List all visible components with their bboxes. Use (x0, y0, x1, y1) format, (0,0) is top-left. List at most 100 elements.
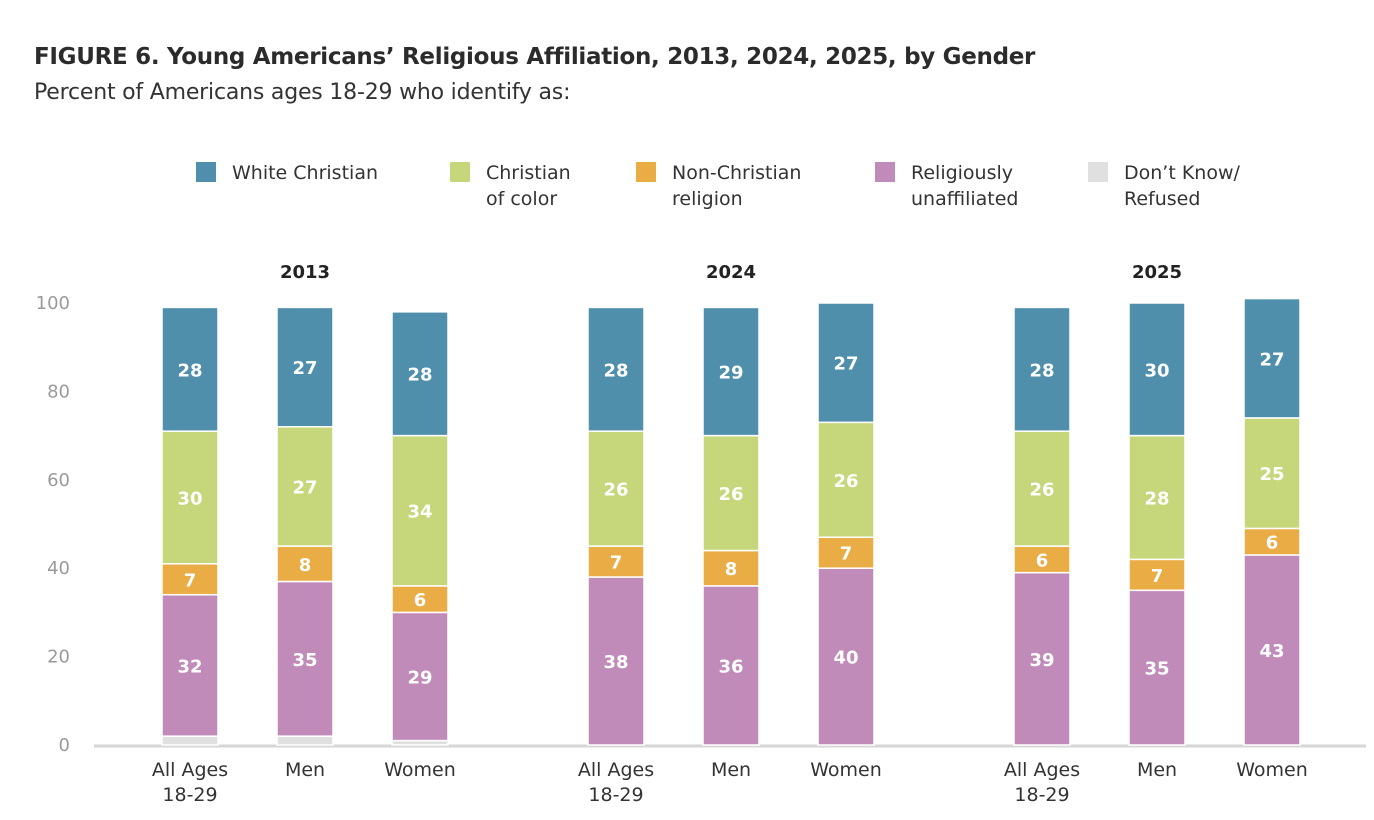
bar-segment-religiously-unaffiliated-2013-women (391, 611, 449, 742)
bar-segment-christian-of-color-2024-men (702, 434, 760, 552)
bar-segment-non-christian-religion-2025-men (1128, 558, 1186, 592)
group-label-2013: 2013 (280, 262, 330, 283)
chart-title: FIGURE 6. Young Americans’ Religious Aff… (34, 44, 1036, 70)
bar-segment-religiously-unaffiliated-2025-all-ages-18-29 (1013, 571, 1071, 746)
data-label: 35 (292, 650, 317, 671)
y-tick-label: 100 (36, 293, 70, 314)
data-label: 27 (1259, 349, 1284, 370)
bar-segment-religiously-unaffiliated-2013-men (276, 580, 334, 737)
data-label: 26 (603, 480, 628, 501)
bar-segment-religiously-unaffiliated-2024-all-ages-18-29 (587, 576, 645, 746)
data-label: 8 (725, 559, 738, 580)
legend-swatch (1088, 162, 1108, 182)
legend: White Christian Christian of color Non-Chr… (0, 160, 1374, 220)
bar-segment-religiously-unaffiliated-2013-all-ages-18-29 (161, 593, 219, 737)
bar-segment-religiously-unaffiliated-2025-men (1128, 589, 1186, 746)
data-label: 6 (414, 590, 427, 611)
bar-segment-white-christian-2013-men (276, 306, 334, 428)
data-label: 29 (718, 363, 743, 384)
data-label: 7 (184, 570, 197, 591)
x-category-label: All Ages 18-29 (152, 759, 228, 806)
legend-swatch (636, 162, 656, 182)
legend-swatch (875, 162, 895, 182)
data-label: 27 (833, 354, 858, 375)
group-label-2024: 2024 (706, 262, 756, 283)
y-tick-label: 0 (59, 735, 70, 756)
chart-subtitle: Percent of Americans ages 18-29 who iden… (34, 80, 571, 105)
data-label: 38 (603, 652, 628, 673)
bar-segment-white-christian-2013-women (391, 311, 449, 437)
legend-item-christian-of-color: Christian of color (450, 160, 571, 212)
legend-label: Non-Christian religion (672, 162, 802, 210)
data-label: 28 (603, 360, 628, 381)
bar-segment-non-christian-religion-2024-all-ages-18-29 (587, 545, 645, 578)
legend-label: White Christian (232, 162, 378, 184)
bar-segment-non-christian-religion-2013-all-ages-18-29 (161, 563, 219, 596)
data-label: 26 (718, 484, 743, 505)
bar-segment-don-t-know-refused-2013-men (276, 735, 334, 746)
data-label: 7 (840, 544, 853, 565)
bar-segment-christian-of-color-2025-all-ages-18-29 (1013, 430, 1071, 547)
data-label: 43 (1259, 641, 1284, 662)
x-category-label: Women (384, 759, 456, 781)
data-label: 28 (407, 365, 432, 386)
y-tick-label: 40 (47, 558, 70, 579)
bar-segment-christian-of-color-2013-all-ages-18-29 (161, 430, 219, 565)
legend-swatch (196, 162, 216, 182)
bar-segment-religiously-unaffiliated-2024-men (702, 585, 760, 746)
group-label-2025: 2025 (1132, 262, 1182, 283)
legend-item-religiously-unaffiliated: Religiously unaffiliated (875, 160, 1019, 212)
data-label: 29 (407, 667, 432, 688)
bar-segment-non-christian-religion-2025-all-ages-18-29 (1013, 545, 1071, 574)
bar-segment-non-christian-religion-2013-women (391, 585, 449, 614)
bar-segment-white-christian-2024-all-ages-18-29 (587, 306, 645, 432)
bar-segment-christian-of-color-2024-women (817, 421, 875, 539)
data-label: 26 (1029, 480, 1054, 501)
data-label: 32 (177, 656, 202, 677)
x-category-label: Women (810, 759, 882, 781)
data-label: 6 (1266, 533, 1279, 554)
y-tick-label: 80 (47, 381, 70, 402)
bar-segment-religiously-unaffiliated-2024-women (817, 567, 875, 746)
bar-segment-non-christian-religion-2013-men (276, 545, 334, 583)
data-label: 28 (177, 360, 202, 381)
bar-segment-white-christian-2025-all-ages-18-29 (1013, 306, 1071, 432)
data-label: 39 (1029, 650, 1054, 671)
bar-segment-religiously-unaffiliated-2025-women (1243, 554, 1301, 746)
bar-segment-don-t-know-refused-2013-all-ages-18-29 (161, 735, 219, 746)
data-label: 35 (1144, 659, 1169, 680)
bar-segment-non-christian-religion-2024-women (817, 536, 875, 569)
data-label: 27 (292, 358, 317, 379)
x-category-label: Men (711, 759, 751, 781)
data-label: 26 (833, 471, 858, 492)
x-category-label: All Ages 18-29 (1004, 759, 1080, 806)
data-label: 36 (718, 656, 743, 677)
legend-item-non-christian-religion: Non-Christian religion (636, 160, 801, 212)
bar-segment-white-christian-2024-women (817, 302, 875, 424)
legend-label: Christian of color (486, 162, 571, 210)
data-label: 25 (1259, 464, 1284, 485)
y-tick-label: 20 (47, 647, 70, 668)
bar-segment-white-christian-2025-men (1128, 302, 1186, 437)
data-label: 30 (177, 488, 202, 509)
data-label: 8 (299, 555, 312, 576)
bar-segment-white-christian-2025-women (1243, 297, 1301, 419)
data-label: 28 (1029, 360, 1054, 381)
bar-segment-white-christian-2024-men (702, 306, 760, 437)
legend-label: Religiously unaffiliated (911, 162, 1019, 210)
legend-item-don-t-know-refused: Don’t Know/ Refused (1088, 160, 1240, 212)
data-label: 30 (1144, 360, 1169, 381)
x-category-label: Men (285, 759, 325, 781)
data-label: 28 (1144, 488, 1169, 509)
bar-segment-christian-of-color-2025-women (1243, 417, 1301, 530)
legend-item-white-christian: White Christian (196, 160, 378, 186)
x-category-label: Men (1137, 759, 1177, 781)
data-label: 34 (407, 502, 432, 523)
x-category-label: All Ages 18-29 (578, 759, 654, 806)
bar-segment-christian-of-color-2013-men (276, 426, 334, 547)
data-label: 40 (833, 648, 858, 669)
legend-swatch (450, 162, 470, 182)
y-tick-label: 60 (47, 470, 70, 491)
data-label: 6 (1036, 550, 1049, 571)
